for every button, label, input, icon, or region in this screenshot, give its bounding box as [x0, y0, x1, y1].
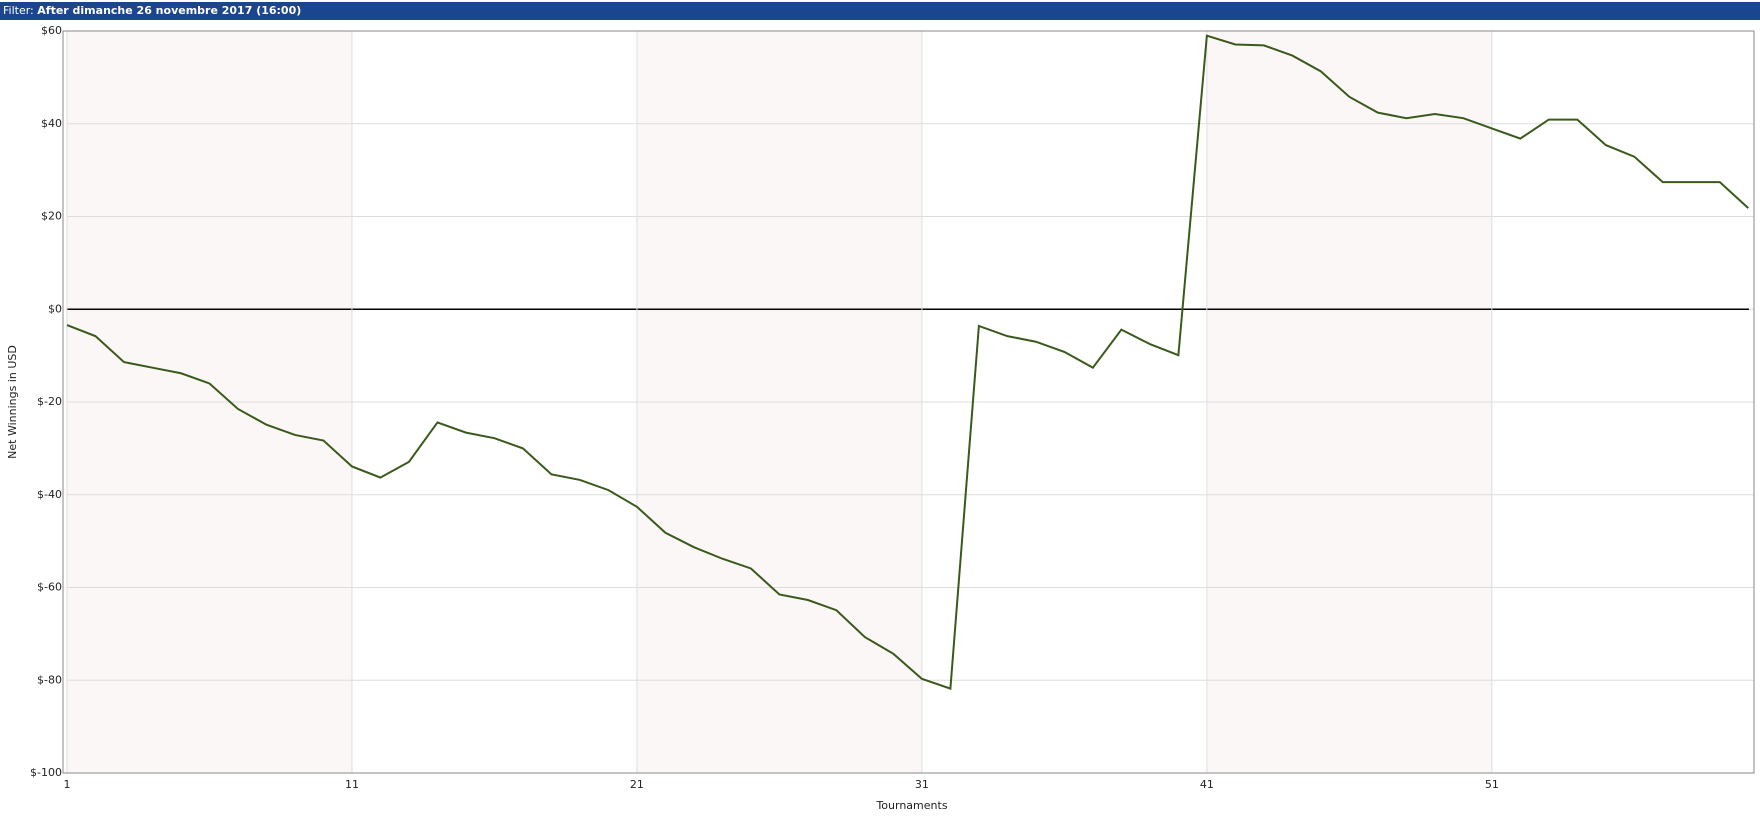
- x-tick-label: 31: [915, 778, 929, 791]
- y-axis-title: Net Winnings in USD: [6, 345, 19, 459]
- x-axis-title: Tournaments: [875, 799, 947, 812]
- y-tick-label: $20: [41, 210, 62, 223]
- filter-value: After dimanche 26 novembre 2017 (16:00): [37, 4, 302, 17]
- filter-label: Filter:: [3, 4, 34, 17]
- y-tick-label: $-20: [37, 395, 62, 408]
- x-tick-label: 21: [630, 778, 644, 791]
- x-tick-label: 51: [1485, 778, 1499, 791]
- x-tick-label: 41: [1200, 778, 1214, 791]
- y-tick-label: $60: [41, 24, 62, 37]
- y-tick-label: $40: [41, 117, 62, 130]
- plot-frame: [62, 30, 1755, 774]
- y-tick-label: $-60: [37, 581, 62, 594]
- x-tick-label: 11: [345, 778, 359, 791]
- series-line: [66, 34, 1749, 690]
- y-tick-label: $-40: [37, 488, 62, 501]
- y-tick-label: $0: [48, 302, 62, 315]
- filter-bar: Filter: After dimanche 26 novembre 2017 …: [0, 2, 1760, 20]
- x-tick-label: 1: [64, 778, 71, 791]
- y-tick-label: $-100: [30, 766, 62, 779]
- y-tick-label: $-80: [37, 673, 62, 686]
